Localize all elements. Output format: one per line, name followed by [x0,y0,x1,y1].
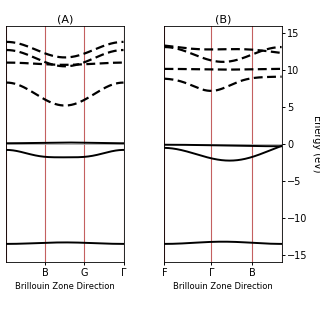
Title: (A): (A) [57,15,73,25]
X-axis label: Brillouin Zone Direction: Brillouin Zone Direction [173,282,273,291]
Y-axis label: Energy (eV): Energy (eV) [312,115,320,173]
Title: (B): (B) [215,15,231,25]
X-axis label: Brillouin Zone Direction: Brillouin Zone Direction [15,282,115,291]
